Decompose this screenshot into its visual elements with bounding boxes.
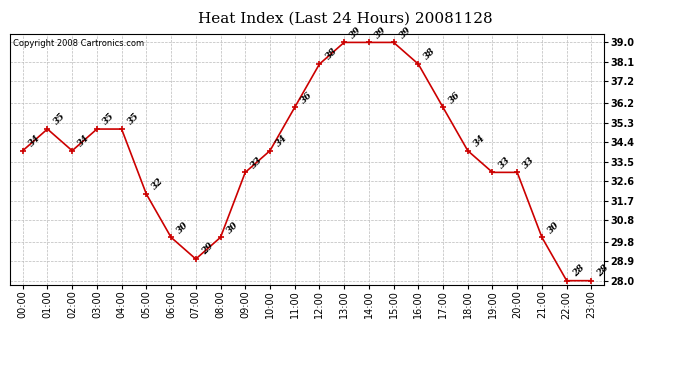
Text: 32: 32 [150,177,166,192]
Text: 39: 39 [373,25,388,40]
Text: 39: 39 [397,25,413,40]
Text: 33: 33 [497,155,512,170]
Text: 30: 30 [546,220,561,235]
Text: 33: 33 [249,155,264,170]
Text: 29: 29 [200,242,215,257]
Text: 36: 36 [299,90,314,105]
Text: 36: 36 [447,90,462,105]
Text: 28: 28 [595,263,611,279]
Text: 28: 28 [571,263,586,279]
Text: 39: 39 [348,25,364,40]
Text: 34: 34 [77,134,92,148]
Text: 34: 34 [274,134,289,148]
Text: 33: 33 [522,155,537,170]
Text: 38: 38 [422,47,437,62]
Text: 35: 35 [126,112,141,127]
Text: 35: 35 [52,112,67,127]
Text: Heat Index (Last 24 Hours) 20081128: Heat Index (Last 24 Hours) 20081128 [198,11,492,25]
Text: Copyright 2008 Cartronics.com: Copyright 2008 Cartronics.com [13,39,144,48]
Text: 38: 38 [324,47,339,62]
Text: 34: 34 [27,134,42,148]
Text: 30: 30 [225,220,240,235]
Text: 30: 30 [175,220,190,235]
Text: 34: 34 [472,134,487,148]
Text: 35: 35 [101,112,116,127]
